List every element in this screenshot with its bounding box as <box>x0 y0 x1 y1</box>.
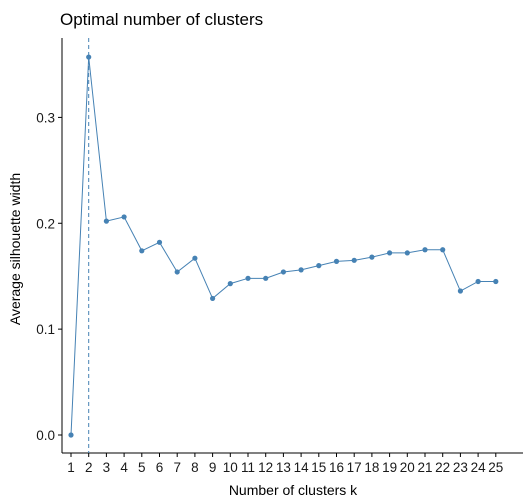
data-point <box>369 254 375 260</box>
x-tick-label: 14 <box>294 460 310 475</box>
x-tick-label: 13 <box>276 460 291 475</box>
data-point <box>192 255 198 261</box>
x-tick-label: 2 <box>85 460 93 475</box>
data-point <box>263 275 269 281</box>
data-point <box>387 250 393 256</box>
data-point <box>227 281 233 287</box>
y-axis-label: Average silhouette width <box>7 173 23 325</box>
data-point <box>280 269 286 275</box>
data-point <box>68 432 74 438</box>
x-tick-label: 19 <box>382 460 397 475</box>
plot-area: 0.00.10.20.31 2 3 4 5 6 7 8 9 10 11 12 13 14 15 16 17 18 1… <box>36 38 523 475</box>
y-tick-label: 0.1 <box>36 322 55 337</box>
data-point <box>440 247 446 253</box>
x-tick-label: 24 <box>471 460 487 475</box>
x-tick-label: 15 <box>311 460 326 475</box>
data-point <box>316 263 322 269</box>
x-tick-label: 7 <box>173 460 181 475</box>
x-tick-label: 6 <box>156 460 164 475</box>
x-tick-label: 22 <box>435 460 450 475</box>
x-tick-label: 1 <box>67 460 75 475</box>
data-point <box>156 239 163 245</box>
data-point <box>298 267 304 273</box>
series-line <box>70 57 496 436</box>
data-point <box>493 278 499 285</box>
data-point <box>475 278 481 285</box>
data-point <box>103 218 109 224</box>
x-axis-label: Number of clusters k <box>229 482 358 498</box>
x-tick-label: 18 <box>364 460 379 475</box>
x-tick-label: 4 <box>120 460 128 475</box>
data-point <box>174 269 180 275</box>
x-tick-label: 25 <box>488 460 503 475</box>
data-point <box>121 214 127 220</box>
y-tick-label: 0.2 <box>36 216 55 231</box>
x-tick-label: 17 <box>347 460 362 475</box>
x-tick-label: 11 <box>241 460 255 475</box>
x-tick-label: 23 <box>453 460 468 475</box>
x-tick-label: 8 <box>191 460 199 475</box>
x-tick-label: 16 <box>329 460 344 475</box>
data-point <box>422 247 428 253</box>
x-tick-label: 9 <box>209 460 217 475</box>
x-tick-label: 21 <box>417 460 432 475</box>
data-point <box>210 295 216 302</box>
x-tick-label: 3 <box>103 460 111 475</box>
data-point <box>351 257 357 263</box>
x-tick-label: 20 <box>400 460 415 475</box>
data-point <box>404 250 410 256</box>
y-tick-label: 0.3 <box>36 110 55 125</box>
data-point <box>86 54 92 60</box>
y-tick-label: 0.0 <box>36 428 55 443</box>
data-point <box>139 248 145 254</box>
data-point <box>457 288 463 294</box>
data-point <box>245 275 251 281</box>
x-tick-label: 10 <box>223 460 238 475</box>
x-tick-label: 12 <box>258 460 273 475</box>
x-tick-label: 5 <box>138 460 146 475</box>
chart-title: Optimal number of clusters <box>60 10 263 29</box>
data-point <box>333 258 340 264</box>
